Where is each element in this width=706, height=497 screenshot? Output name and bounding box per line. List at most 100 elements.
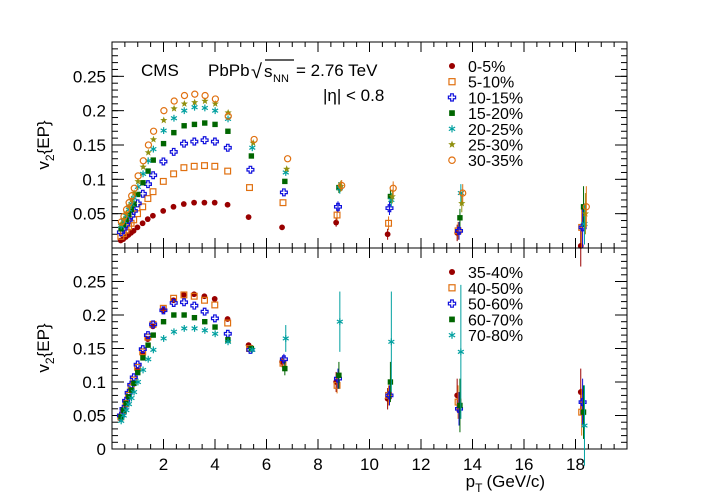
data-point-shape xyxy=(582,203,590,211)
data-point-shape xyxy=(224,316,231,322)
data-point xyxy=(202,120,208,126)
data-point-stroke xyxy=(191,326,198,331)
data-point-shape xyxy=(139,163,147,171)
x-tick-label: 16 xyxy=(515,455,534,474)
data-point-shape xyxy=(133,360,142,369)
bottom-y-axis-title: v2{EP} xyxy=(34,323,57,373)
data-point-stroke xyxy=(130,389,138,395)
data-point-shape xyxy=(159,306,168,315)
data-point-stroke xyxy=(201,105,209,111)
data-point xyxy=(149,135,158,143)
data-point xyxy=(211,107,219,115)
data-point xyxy=(131,201,137,207)
data-point-stroke xyxy=(120,218,128,224)
annotation-s: s xyxy=(264,62,273,81)
legend-label: 20-25% xyxy=(468,122,523,139)
data-point-shape xyxy=(131,201,137,207)
legend-marker-stroke xyxy=(448,126,456,132)
data-point-shape xyxy=(180,298,189,307)
data-point xyxy=(283,155,292,163)
data-point-shape xyxy=(180,91,189,100)
data-point xyxy=(171,312,177,318)
data-point-shape xyxy=(159,304,167,312)
legend-marker-shape xyxy=(448,156,456,165)
data-point xyxy=(224,338,232,346)
data-point xyxy=(389,184,397,192)
top-y-tick-label: 0.15 xyxy=(73,136,106,155)
data-point xyxy=(191,324,198,332)
top-series-30-35% xyxy=(117,90,590,228)
data-point-stroke xyxy=(170,115,178,121)
data-point-shape xyxy=(201,97,209,105)
bottom-y-tick-label: 0.05 xyxy=(73,407,106,426)
data-point xyxy=(170,328,178,336)
data-point-shape xyxy=(128,206,135,213)
data-point xyxy=(223,143,232,152)
data-point-shape xyxy=(149,171,158,180)
data-point-shape xyxy=(139,203,147,211)
data-point-stroke xyxy=(123,407,130,413)
data-point xyxy=(135,369,141,376)
legend-label: 10-15% xyxy=(468,90,523,107)
data-point xyxy=(388,338,395,346)
data-point-shape xyxy=(131,380,137,387)
bottom-y-tick-label: 0 xyxy=(97,440,106,459)
data-point-shape xyxy=(387,379,394,385)
data-point xyxy=(180,298,189,307)
data-point xyxy=(149,188,157,196)
data-point-shape xyxy=(245,214,252,220)
data-point xyxy=(144,216,151,223)
data-point-shape xyxy=(201,199,208,206)
data-point xyxy=(454,226,464,235)
data-point xyxy=(130,189,138,197)
data-point-shape xyxy=(385,219,393,227)
data-point xyxy=(181,123,187,129)
data-point xyxy=(211,95,220,103)
data-point-stroke xyxy=(150,347,157,353)
data-point-shape xyxy=(120,212,128,221)
data-point xyxy=(150,332,156,338)
bottom-series-70-80% xyxy=(117,284,588,466)
data-point-shape xyxy=(458,199,466,207)
data-point xyxy=(130,227,137,234)
data-point xyxy=(191,90,199,98)
data-point xyxy=(170,170,178,178)
data-point xyxy=(337,182,345,190)
data-point-shape xyxy=(248,153,255,159)
data-point xyxy=(385,219,393,227)
data-point xyxy=(279,224,285,231)
data-point-stroke xyxy=(224,339,232,345)
data-point-stroke xyxy=(144,356,152,362)
data-point xyxy=(191,121,198,128)
x-tick-label: 6 xyxy=(262,455,271,474)
x-axis-title: pT (GeV/c) xyxy=(466,472,545,495)
data-point xyxy=(212,324,218,330)
data-point-shape xyxy=(454,226,464,235)
x-tick-label: 10 xyxy=(360,455,379,474)
data-point xyxy=(171,129,177,136)
data-point xyxy=(149,320,158,329)
data-point-shape xyxy=(201,162,208,170)
data-point xyxy=(160,208,167,214)
data-point xyxy=(582,203,590,211)
legend-marker-shape xyxy=(447,93,457,102)
legend-label: 60-70% xyxy=(468,312,523,329)
data-point-shape xyxy=(191,199,197,206)
data-point xyxy=(160,335,167,342)
data-point-shape xyxy=(127,196,136,203)
data-point xyxy=(388,192,396,200)
data-point-shape xyxy=(139,348,147,356)
data-point-shape xyxy=(180,139,189,148)
data-point xyxy=(139,203,147,211)
data-point xyxy=(191,103,198,111)
data-point xyxy=(279,199,287,207)
data-point-stroke xyxy=(211,108,219,113)
data-point-shape xyxy=(139,157,147,165)
data-point-shape xyxy=(457,215,463,221)
data-point-shape xyxy=(191,314,198,321)
data-point-shape xyxy=(149,127,158,135)
data-point xyxy=(248,345,255,352)
data-point xyxy=(211,100,219,107)
data-point-stroke xyxy=(211,331,219,336)
data-point-shape xyxy=(160,208,167,214)
